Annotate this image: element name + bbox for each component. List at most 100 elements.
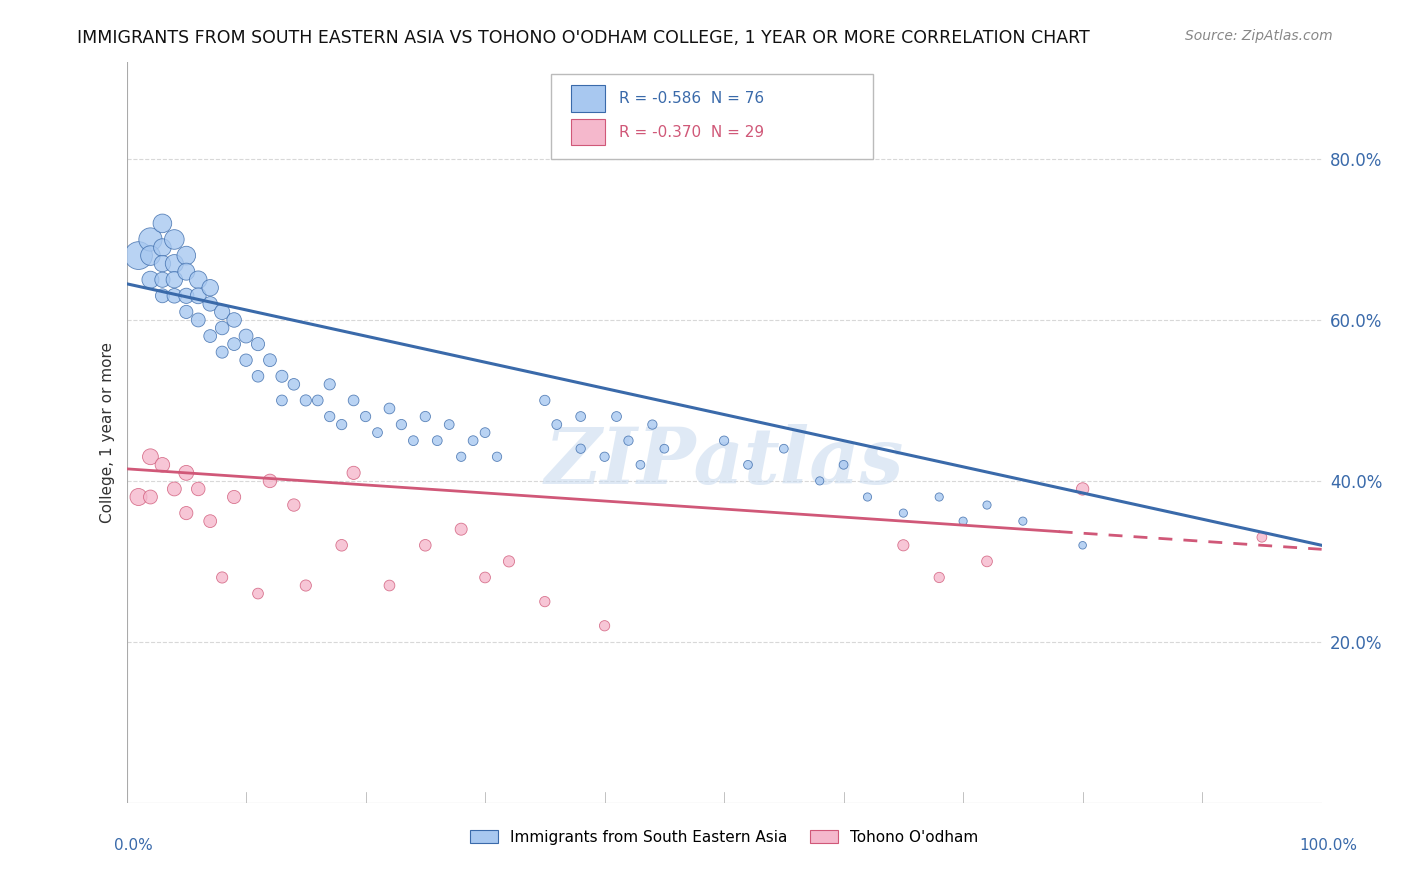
Point — [891, 506, 914, 520]
Point — [163, 289, 186, 303]
FancyBboxPatch shape — [551, 73, 873, 159]
Point — [330, 538, 353, 552]
Point — [307, 393, 329, 408]
Point — [187, 273, 209, 287]
Legend: Immigrants from South Eastern Asia, Tohono O'odham: Immigrants from South Eastern Asia, Toho… — [464, 823, 984, 851]
Point — [294, 393, 316, 408]
Point — [235, 353, 257, 368]
Point — [222, 490, 246, 504]
Point — [593, 450, 616, 464]
Point — [163, 482, 186, 496]
Point — [200, 514, 222, 528]
Point — [1071, 482, 1094, 496]
Point — [474, 425, 496, 440]
Point — [174, 249, 197, 263]
Text: R = -0.370  N = 29: R = -0.370 N = 29 — [619, 125, 763, 139]
Point — [593, 619, 616, 633]
Point — [211, 345, 233, 359]
Point — [247, 586, 270, 600]
Point — [283, 498, 305, 512]
Point — [247, 337, 270, 351]
Point — [378, 578, 401, 592]
Point — [211, 321, 233, 335]
Point — [461, 434, 484, 448]
Point — [163, 257, 186, 271]
Point — [174, 506, 197, 520]
Point — [737, 458, 759, 472]
Point — [150, 240, 174, 255]
Point — [450, 450, 472, 464]
Point — [391, 417, 413, 432]
Point — [270, 393, 294, 408]
Point — [641, 417, 664, 432]
Point — [330, 417, 353, 432]
Point — [713, 434, 735, 448]
Point — [486, 450, 509, 464]
Point — [450, 522, 472, 536]
Point — [343, 466, 366, 480]
Point — [378, 401, 401, 416]
Point — [139, 450, 162, 464]
Point — [569, 409, 592, 424]
Point — [174, 289, 197, 303]
Point — [200, 297, 222, 311]
Point — [187, 482, 209, 496]
Point — [773, 442, 796, 456]
Point — [150, 289, 174, 303]
Point — [808, 474, 831, 488]
Point — [343, 393, 366, 408]
Point — [270, 369, 294, 384]
Point — [976, 498, 998, 512]
FancyBboxPatch shape — [571, 86, 605, 112]
Point — [127, 249, 149, 263]
Point — [533, 393, 555, 408]
Text: 0.0%: 0.0% — [114, 838, 153, 853]
Point — [402, 434, 425, 448]
Point — [211, 305, 233, 319]
Text: Source: ZipAtlas.com: Source: ZipAtlas.com — [1185, 29, 1333, 44]
Point — [139, 273, 162, 287]
Y-axis label: College, 1 year or more: College, 1 year or more — [100, 343, 115, 523]
Text: IMMIGRANTS FROM SOUTH EASTERN ASIA VS TOHONO O'ODHAM COLLEGE, 1 YEAR OR MORE COR: IMMIGRANTS FROM SOUTH EASTERN ASIA VS TO… — [77, 29, 1090, 47]
Point — [928, 490, 950, 504]
Point — [952, 514, 974, 528]
Point — [163, 232, 186, 246]
Point — [174, 265, 197, 279]
FancyBboxPatch shape — [571, 119, 605, 145]
Point — [139, 490, 162, 504]
Point — [150, 458, 174, 472]
Point — [139, 232, 162, 246]
Point — [187, 313, 209, 327]
Point — [474, 570, 496, 584]
Point — [832, 458, 855, 472]
Point — [259, 474, 281, 488]
Point — [439, 417, 461, 432]
Point — [200, 329, 222, 343]
Point — [533, 594, 555, 608]
Point — [235, 329, 257, 343]
Point — [139, 249, 162, 263]
Point — [1011, 514, 1033, 528]
Point — [174, 466, 197, 480]
Point — [617, 434, 640, 448]
Point — [259, 353, 281, 368]
Point — [163, 273, 186, 287]
Point — [605, 409, 627, 424]
Point — [283, 377, 305, 392]
Text: ZIPatlas: ZIPatlas — [544, 424, 904, 500]
Point — [318, 377, 342, 392]
Point — [546, 417, 568, 432]
Text: R = -0.586  N = 76: R = -0.586 N = 76 — [619, 91, 763, 106]
Point — [891, 538, 914, 552]
Point — [187, 289, 209, 303]
Point — [318, 409, 342, 424]
Point — [150, 273, 174, 287]
Point — [976, 554, 998, 568]
Point — [366, 425, 388, 440]
Point — [413, 538, 436, 552]
Point — [498, 554, 520, 568]
Point — [200, 281, 222, 295]
Point — [354, 409, 377, 424]
Point — [222, 337, 246, 351]
Point — [1071, 538, 1094, 552]
